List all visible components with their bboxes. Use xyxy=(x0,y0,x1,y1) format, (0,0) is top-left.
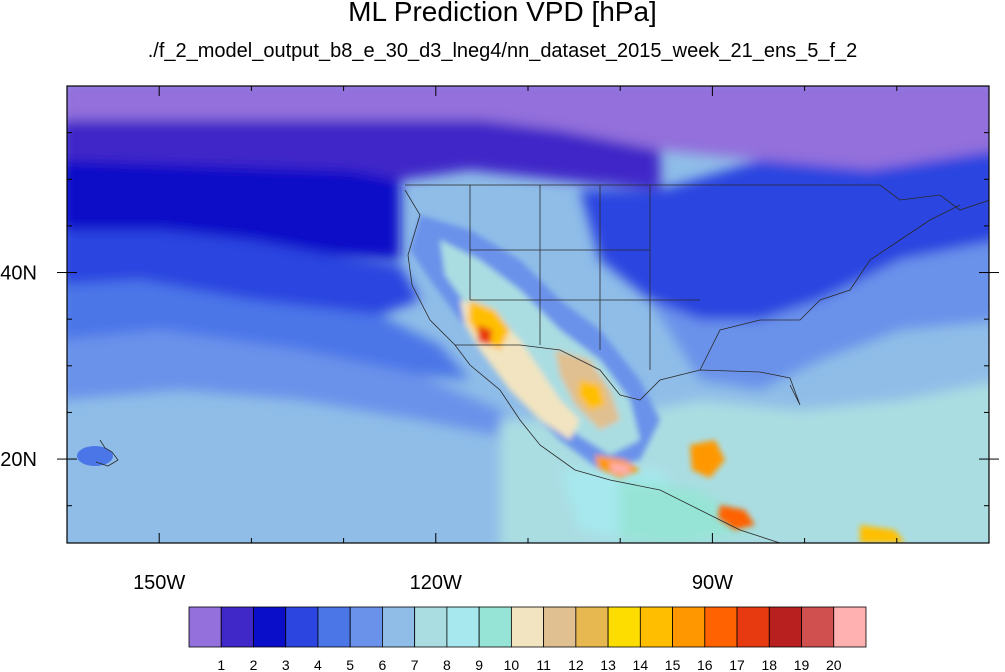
colorbar-label: 15 xyxy=(665,657,681,672)
colorbar-label: 9 xyxy=(475,657,483,672)
x-tick-label: 120W xyxy=(410,572,462,594)
colorbar-label: 14 xyxy=(633,657,649,672)
field-peak-south xyxy=(610,462,630,474)
colorbar-box xyxy=(253,606,287,648)
colorbar-label: 8 xyxy=(443,657,451,672)
y-tick-label: 40N xyxy=(0,263,37,285)
colorbar-box xyxy=(768,606,802,648)
colorbar-label: 19 xyxy=(794,657,810,672)
vpd-field xyxy=(67,86,989,543)
colorbar-box xyxy=(736,606,770,648)
colorbar-box xyxy=(833,606,867,648)
colorbar-box xyxy=(220,606,254,648)
colorbar-label: 16 xyxy=(697,657,713,672)
colorbar-box xyxy=(672,606,706,648)
colorbar-box xyxy=(285,606,319,648)
colorbar-label: 18 xyxy=(761,657,777,672)
colorbar-label: 13 xyxy=(600,657,616,672)
colorbar-box xyxy=(639,606,673,648)
colorbar-label: 7 xyxy=(411,657,419,672)
x-tick-label: 90W xyxy=(692,572,733,594)
colorbar-box xyxy=(801,606,835,648)
field-band-atlantic xyxy=(650,242,989,390)
colorbar-box xyxy=(446,606,480,648)
colorbar-label: 3 xyxy=(282,657,290,672)
field-band-pacific-south xyxy=(67,280,470,380)
field-band-pacific-mid xyxy=(67,230,420,315)
colorbar-box xyxy=(575,606,609,648)
colorbar-box xyxy=(543,606,577,648)
colorbar-label: 12 xyxy=(568,657,584,672)
map-boundaries xyxy=(95,184,989,543)
field-hot-spot-south-edge xyxy=(860,525,905,543)
colorbar-box xyxy=(317,606,351,648)
colorbar-label: 17 xyxy=(729,657,745,672)
x-tick-label: 150W xyxy=(133,572,185,594)
y-axis: 40N 20N xyxy=(0,132,999,507)
colorbar-box xyxy=(414,606,448,648)
field-hot-spot-central xyxy=(578,380,605,410)
field-band-pacific-north xyxy=(67,160,400,260)
field-band-subtropic xyxy=(67,330,520,440)
colorbar-label: 6 xyxy=(379,657,387,672)
chart-subtitle: ./f_2_model_output_b8_e_30_d3_lneg4/nn_d… xyxy=(147,40,858,62)
field-peak-west xyxy=(478,325,492,345)
colorbar-label: 10 xyxy=(504,657,520,672)
colorbar-label: 11 xyxy=(536,657,551,672)
field-band-east-us xyxy=(580,151,989,320)
colorbar-label: 4 xyxy=(314,657,322,672)
colorbar-box xyxy=(349,606,383,648)
field-band-central-america-coast xyxy=(620,480,760,543)
colorbar: 1 2 3 4 5 6 7 8 9 10 11 12 13 14 15 16 17 18 19 20 xyxy=(188,606,867,672)
colorbar-label: 20 xyxy=(826,657,842,672)
field-band-north xyxy=(67,120,660,190)
chart-title: ML Prediction VPD [hPa] xyxy=(348,0,657,27)
field-hawaii xyxy=(77,446,113,466)
colorbar-box xyxy=(704,606,738,648)
x-axis: 150W 120W 90W xyxy=(66,86,990,594)
colorbar-label: 1 xyxy=(217,657,225,672)
colorbar-label: 2 xyxy=(250,657,258,672)
field-hot-spot-guatemala xyxy=(690,440,725,478)
colorbar-box xyxy=(382,606,416,648)
colorbar-box xyxy=(188,606,222,648)
colorbar-box xyxy=(510,606,545,648)
colorbar-label: 5 xyxy=(346,657,354,672)
colorbar-box xyxy=(478,606,512,648)
field-band-high-lat xyxy=(67,86,989,170)
colorbar-box xyxy=(607,606,641,648)
y-tick-label: 20N xyxy=(0,449,37,471)
